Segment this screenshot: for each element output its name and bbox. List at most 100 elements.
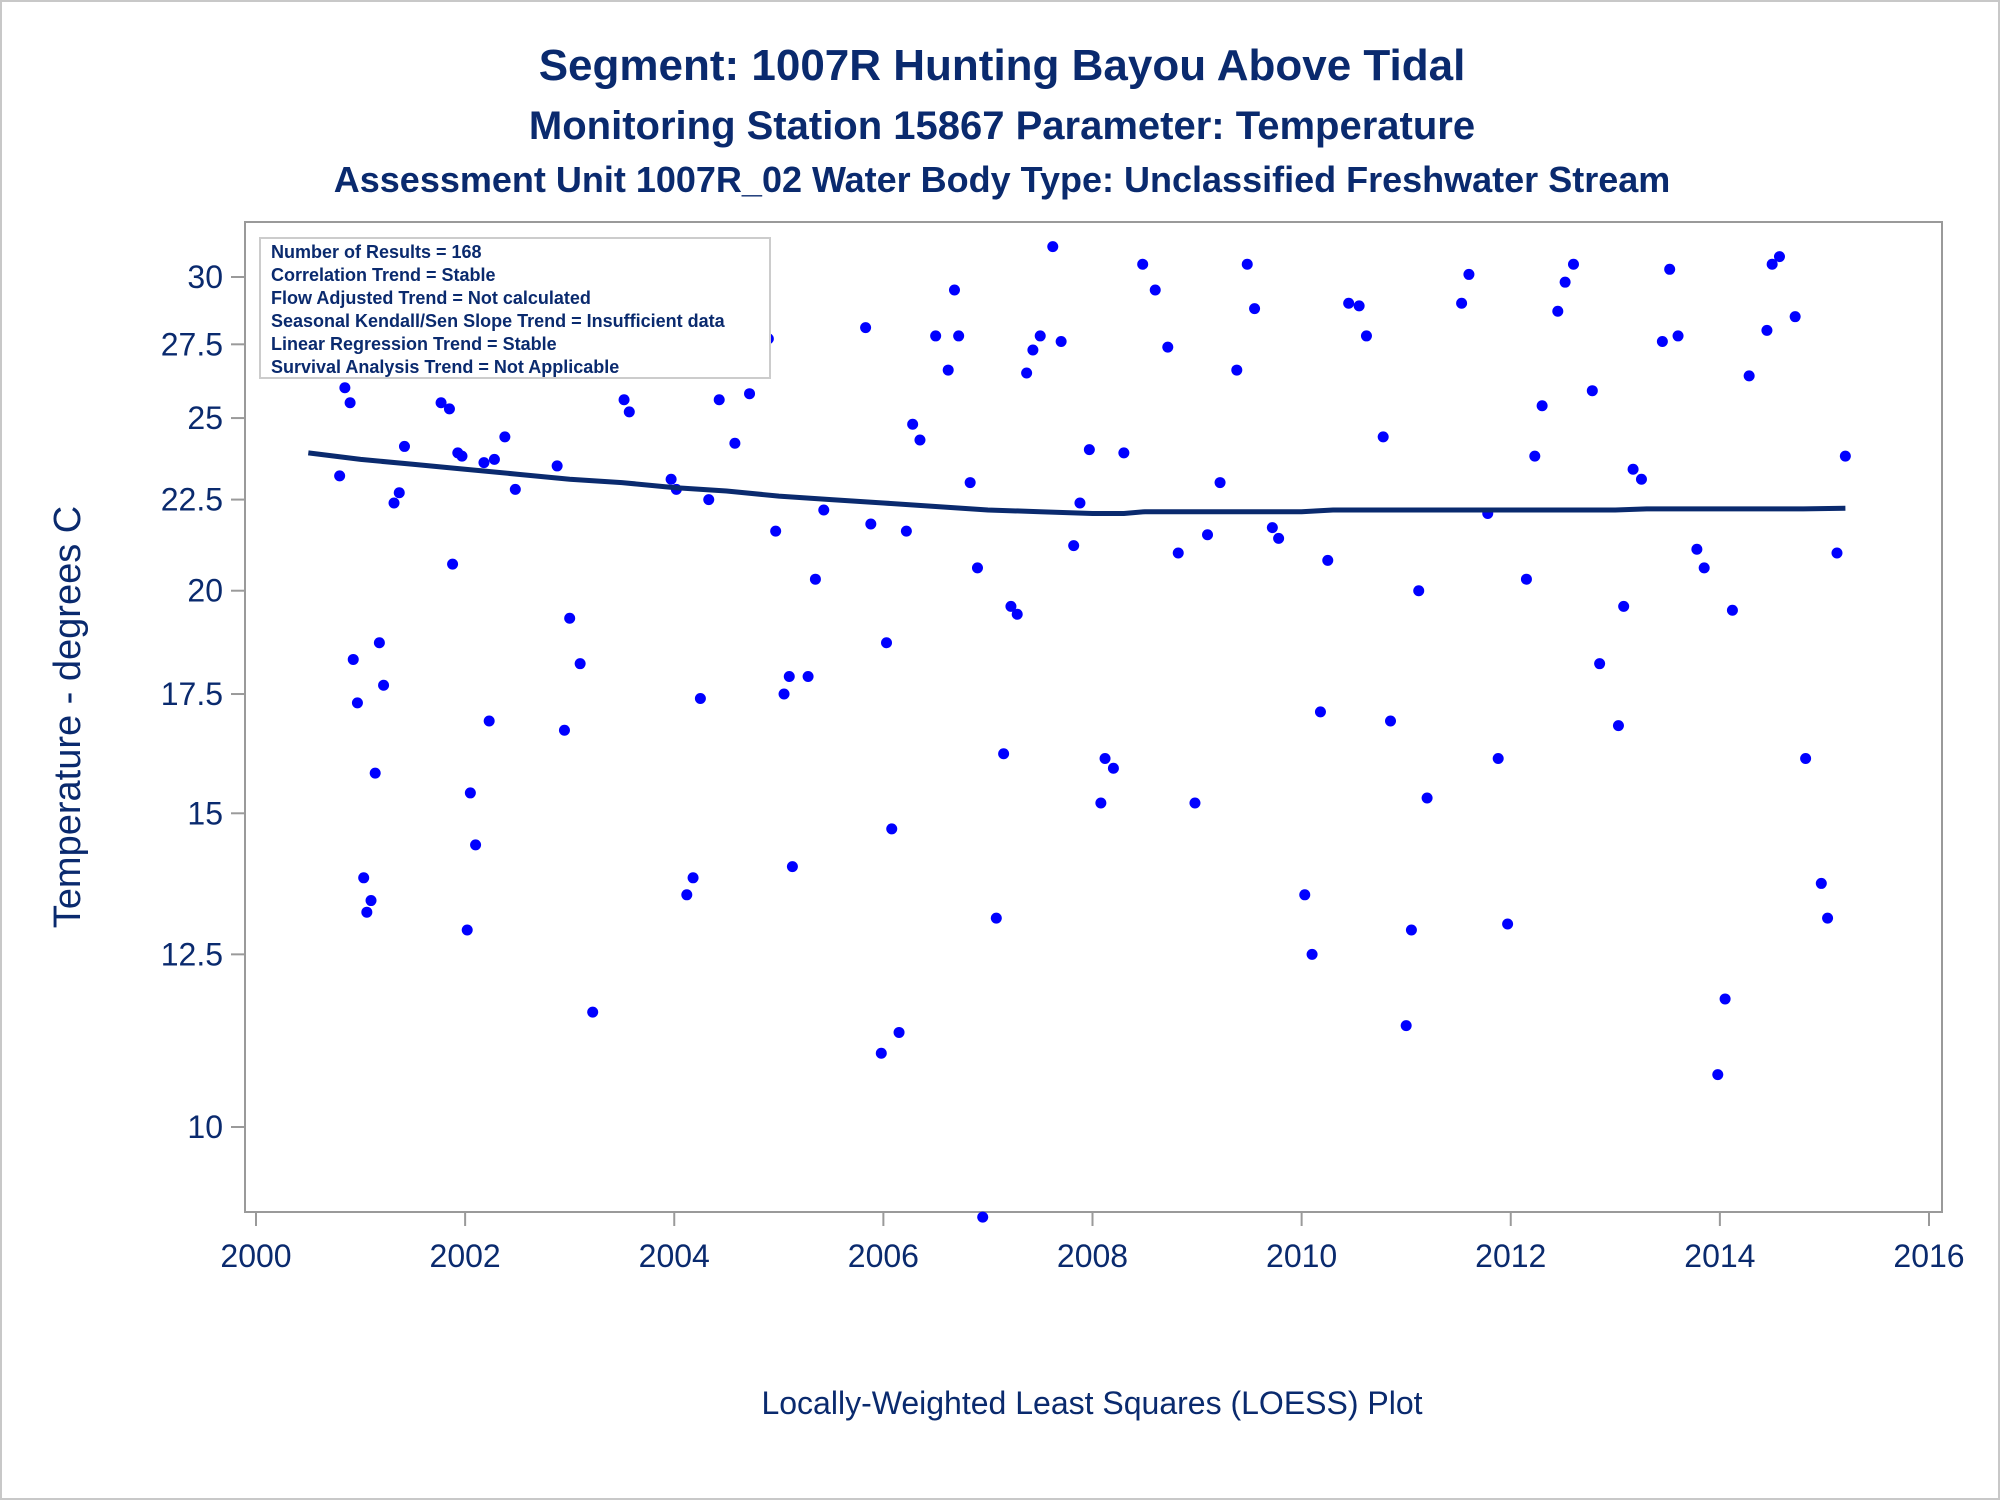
data-point	[942, 364, 954, 376]
data-point	[914, 434, 926, 446]
stats-legend-line: Linear Regression Trend = Stable	[271, 334, 557, 354]
data-point	[1162, 341, 1174, 353]
data-point	[1107, 762, 1119, 774]
data-point	[1400, 1020, 1412, 1032]
data-point	[618, 394, 630, 406]
data-point	[365, 895, 377, 907]
data-point	[687, 872, 699, 884]
data-point	[1773, 251, 1785, 263]
data-point	[1314, 706, 1326, 718]
data-point	[665, 473, 677, 485]
data-point	[564, 612, 576, 624]
y-tick-label: 15	[187, 795, 223, 831]
data-point	[977, 1211, 989, 1223]
data-point	[681, 889, 693, 901]
data-point	[1322, 554, 1334, 566]
data-point	[393, 487, 405, 499]
data-point	[623, 406, 635, 418]
data-point	[1095, 797, 1107, 809]
plot-marks	[297, 241, 1851, 1223]
data-point	[1627, 463, 1639, 475]
stats-legend-line: Number of Results = 168	[271, 242, 482, 262]
data-point	[1536, 400, 1548, 412]
data-point	[1594, 658, 1606, 670]
data-point	[574, 658, 586, 670]
data-point	[1766, 258, 1778, 270]
data-point	[729, 437, 741, 449]
data-point	[1377, 431, 1389, 443]
data-point	[1618, 600, 1630, 612]
data-point	[1068, 540, 1080, 552]
data-point	[1055, 336, 1067, 348]
y-tick-label: 30	[187, 259, 223, 295]
data-point	[509, 483, 521, 495]
x-tick-label: 2000	[220, 1238, 291, 1274]
stats-legend-line: Correlation Trend = Stable	[271, 265, 496, 285]
data-point	[1273, 532, 1285, 544]
data-point	[461, 924, 473, 936]
y-tick-label: 27.5	[161, 326, 223, 362]
data-point	[1011, 608, 1023, 620]
x-tick-label: 2014	[1684, 1238, 1755, 1274]
data-point	[1529, 450, 1541, 462]
data-point	[1149, 284, 1161, 296]
chart-subtitle-2: Assessment Unit 1007R_02 Water Body Type…	[334, 159, 1671, 200]
data-point	[893, 1026, 905, 1038]
data-point	[886, 823, 898, 835]
data-point	[388, 497, 400, 509]
data-point	[1074, 497, 1086, 509]
data-point	[351, 697, 363, 709]
data-point	[818, 504, 830, 516]
x-tick-label: 2006	[848, 1238, 919, 1274]
data-point	[1552, 305, 1564, 317]
data-point	[1172, 547, 1184, 559]
data-point	[1559, 276, 1571, 288]
data-point	[499, 431, 511, 443]
data-point	[1249, 303, 1261, 315]
data-point	[1463, 268, 1475, 280]
data-point	[344, 397, 356, 409]
data-point	[1815, 877, 1827, 889]
x-tick-label: 2002	[430, 1238, 501, 1274]
data-point	[334, 470, 346, 482]
data-point	[1691, 543, 1703, 555]
data-point	[802, 671, 814, 683]
data-point	[1353, 300, 1365, 312]
data-point	[1027, 344, 1039, 356]
data-point	[1612, 720, 1624, 732]
data-point	[1241, 258, 1253, 270]
data-point	[488, 453, 500, 465]
chart-title: Segment: 1007R Hunting Bayou Above Tidal	[539, 41, 1466, 90]
data-point	[1456, 297, 1468, 309]
data-point	[1137, 258, 1149, 270]
data-point	[435, 397, 447, 409]
data-point	[447, 558, 459, 570]
data-point	[930, 330, 942, 342]
data-point	[1021, 367, 1033, 379]
data-point	[778, 688, 790, 700]
data-point	[1214, 477, 1226, 489]
y-tick-label: 22.5	[161, 482, 223, 518]
data-point	[881, 637, 893, 649]
data-point	[907, 418, 919, 430]
data-point	[744, 388, 756, 400]
y-tick-label: 12.5	[161, 936, 223, 972]
data-point	[1520, 573, 1532, 585]
data-point	[1034, 330, 1046, 342]
data-point	[373, 637, 385, 649]
data-point	[1118, 447, 1130, 459]
data-point	[1306, 948, 1318, 960]
data-point	[964, 477, 976, 489]
data-point	[456, 450, 468, 462]
data-point	[1005, 600, 1017, 612]
data-point	[1672, 330, 1684, 342]
stats-legend-line: Survival Analysis Trend = Not Applicable	[271, 357, 619, 377]
data-point	[1656, 336, 1668, 348]
data-point	[1083, 444, 1095, 456]
data-point	[1712, 1069, 1724, 1081]
data-point	[971, 562, 983, 574]
data-point	[1231, 364, 1243, 376]
chart-subtitle: Monitoring Station 15867 Parameter: Temp…	[529, 104, 1475, 148]
data-point	[1266, 522, 1278, 534]
data-point	[347, 653, 359, 665]
